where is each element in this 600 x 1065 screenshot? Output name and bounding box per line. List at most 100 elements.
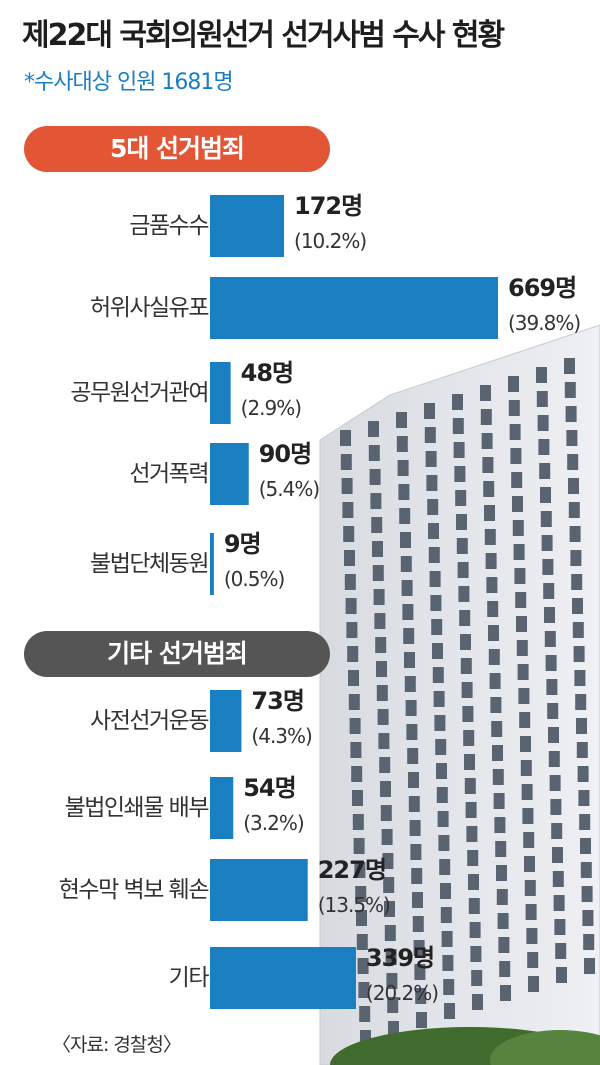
building-window — [346, 622, 358, 638]
building-window — [542, 559, 554, 575]
building-window — [494, 817, 506, 833]
building-window — [373, 589, 385, 605]
bar — [210, 533, 214, 595]
building-window — [480, 385, 491, 401]
building-window — [403, 628, 415, 644]
building-windows — [340, 358, 595, 1046]
building-window — [340, 430, 351, 446]
building-window — [454, 466, 466, 482]
building-window — [543, 583, 555, 599]
building-window — [358, 982, 370, 998]
building-window — [528, 976, 539, 992]
building-window — [435, 739, 447, 755]
building-window — [483, 481, 495, 497]
category-label: 선거폭력 — [129, 461, 209, 487]
building-window — [511, 472, 523, 488]
building-window — [471, 970, 483, 986]
building-window — [457, 562, 469, 578]
building-window — [484, 505, 495, 521]
building-window — [460, 658, 472, 674]
building-window — [372, 541, 383, 557]
bar — [210, 277, 498, 339]
building-window — [578, 790, 590, 806]
building-window — [574, 670, 586, 686]
building-window — [567, 454, 579, 470]
building-window — [425, 451, 437, 467]
building-window — [387, 997, 399, 1013]
building-window — [409, 820, 421, 836]
building-window — [407, 748, 419, 764]
bar — [210, 443, 249, 505]
building-window — [432, 643, 443, 659]
building-window — [467, 850, 479, 866]
building-window — [484, 529, 496, 545]
building-window — [527, 952, 539, 968]
bar — [210, 947, 356, 1009]
building-window — [341, 478, 353, 494]
chart-title: 제22대 국회의원선거 선거사범 수사 현황 — [22, 18, 505, 53]
building-window — [513, 544, 525, 560]
building-window — [462, 706, 474, 722]
building-window — [460, 634, 471, 650]
percent-label: (0.5%) — [223, 567, 285, 591]
building-window — [455, 490, 467, 506]
building-window — [568, 502, 580, 518]
building-window — [576, 718, 587, 734]
building-window — [404, 652, 415, 668]
building-window — [433, 691, 445, 707]
category-label: 허위사실유포 — [90, 295, 209, 321]
building-window — [551, 823, 563, 839]
building-window — [571, 574, 583, 590]
building-window — [500, 985, 511, 1001]
building-window — [517, 664, 529, 680]
building-window — [410, 844, 422, 860]
percent-label: (4.3%) — [251, 724, 312, 748]
building-window — [443, 979, 455, 995]
building-window — [523, 832, 535, 848]
building-window — [352, 790, 363, 806]
building-window — [580, 838, 591, 854]
building-window — [456, 538, 468, 554]
building-window — [351, 766, 363, 782]
building-window — [465, 802, 477, 818]
building-window — [353, 838, 365, 854]
building-window — [486, 577, 498, 593]
building-window — [554, 919, 566, 935]
building-window — [452, 394, 463, 410]
building-window — [412, 916, 424, 932]
category-label: 사전선거운동 — [90, 708, 209, 734]
building-window — [526, 928, 538, 944]
building-window — [399, 508, 411, 524]
value-label: 339명 — [365, 944, 435, 972]
building-window — [380, 781, 391, 797]
building-window — [536, 367, 547, 383]
bar — [210, 859, 308, 921]
building-window — [481, 433, 493, 449]
building-window — [400, 532, 411, 548]
building-window — [489, 673, 501, 689]
building-window — [368, 445, 380, 461]
building-window — [372, 565, 384, 581]
building-window — [440, 907, 452, 923]
building-window — [374, 613, 386, 629]
building-window — [376, 661, 387, 677]
building-window — [340, 454, 352, 470]
building-window — [485, 553, 497, 569]
building-window — [522, 808, 534, 824]
building-window — [548, 751, 560, 767]
building-window — [576, 742, 588, 758]
building-window — [408, 772, 419, 788]
building-window — [499, 961, 511, 977]
building-window — [428, 523, 439, 539]
building-window — [388, 1021, 399, 1037]
building-window — [514, 568, 526, 584]
building-window — [493, 793, 505, 809]
building-window — [381, 829, 393, 845]
building-window — [583, 934, 595, 950]
chart-subtitle: *수사대상 인원 1681명 — [24, 70, 234, 95]
building-window — [491, 721, 503, 737]
building-window — [584, 958, 595, 974]
building-window — [512, 520, 524, 536]
building-window — [369, 469, 381, 485]
